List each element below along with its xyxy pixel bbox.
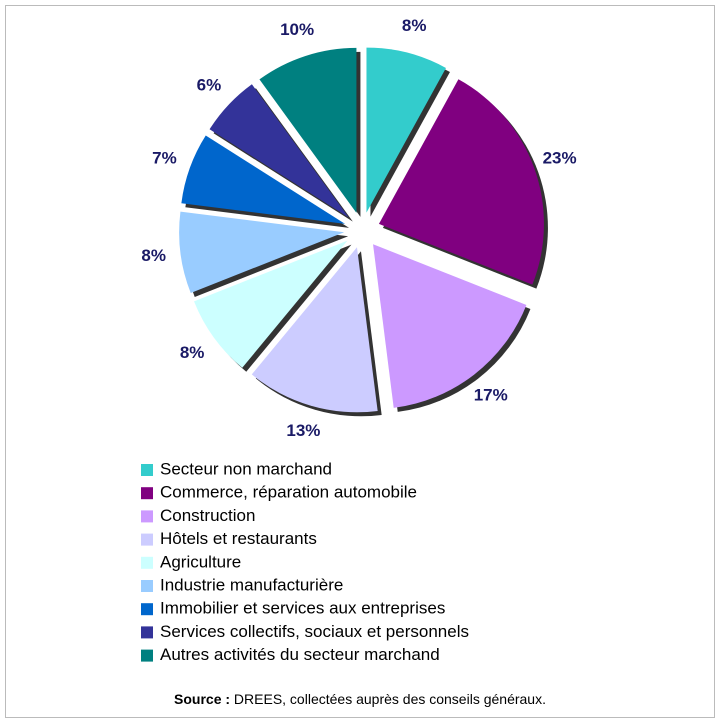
legend-swatch <box>141 533 153 546</box>
legend-swatch <box>141 626 153 639</box>
value-label: 6% <box>197 76 222 95</box>
legend-label: Immobilier et services aux entreprises <box>160 599 445 618</box>
slice <box>194 240 348 368</box>
slice <box>179 211 345 293</box>
legend-swatch <box>141 464 153 476</box>
legend-label: Secteur non marchand <box>160 459 332 478</box>
value-label: 8% <box>180 343 205 362</box>
value-label: 23% <box>543 148 577 167</box>
source: Source : DREES, collectées auprès des co… <box>174 691 546 707</box>
slice <box>181 135 346 224</box>
legend-label: Industrie manufacturière <box>160 575 343 594</box>
legend-label: Services collectifs, sociaux et personne… <box>160 622 469 641</box>
slice <box>378 79 544 285</box>
legend-label: Commerce, réparation automobile <box>160 483 417 502</box>
slice <box>373 244 527 408</box>
value-label: 8% <box>402 16 427 35</box>
legend-label: Autres activités du secteur marchand <box>160 645 440 664</box>
slice <box>259 47 357 213</box>
value-label: 13% <box>286 421 320 440</box>
legend-label: Agriculture <box>160 552 241 571</box>
value-label: 10% <box>280 20 314 39</box>
legend-swatch <box>141 580 153 592</box>
legend-swatch <box>141 487 153 500</box>
value-label: 7% <box>152 148 177 167</box>
legend-swatch <box>141 510 153 523</box>
slice <box>366 47 446 213</box>
legend-label: Hôtels et restaurants <box>160 529 317 548</box>
slice <box>209 84 349 218</box>
legend-swatch <box>141 556 153 569</box>
legend-swatch <box>141 603 153 616</box>
slice <box>251 247 378 413</box>
source-text: DREES, collectées auprès des conseils gé… <box>234 691 546 707</box>
legend-swatch <box>141 649 153 662</box>
legend-label: Construction <box>160 506 255 525</box>
value-label: 17% <box>474 385 508 404</box>
value-label: 8% <box>141 246 166 265</box>
source-label: Source : <box>174 691 230 707</box>
